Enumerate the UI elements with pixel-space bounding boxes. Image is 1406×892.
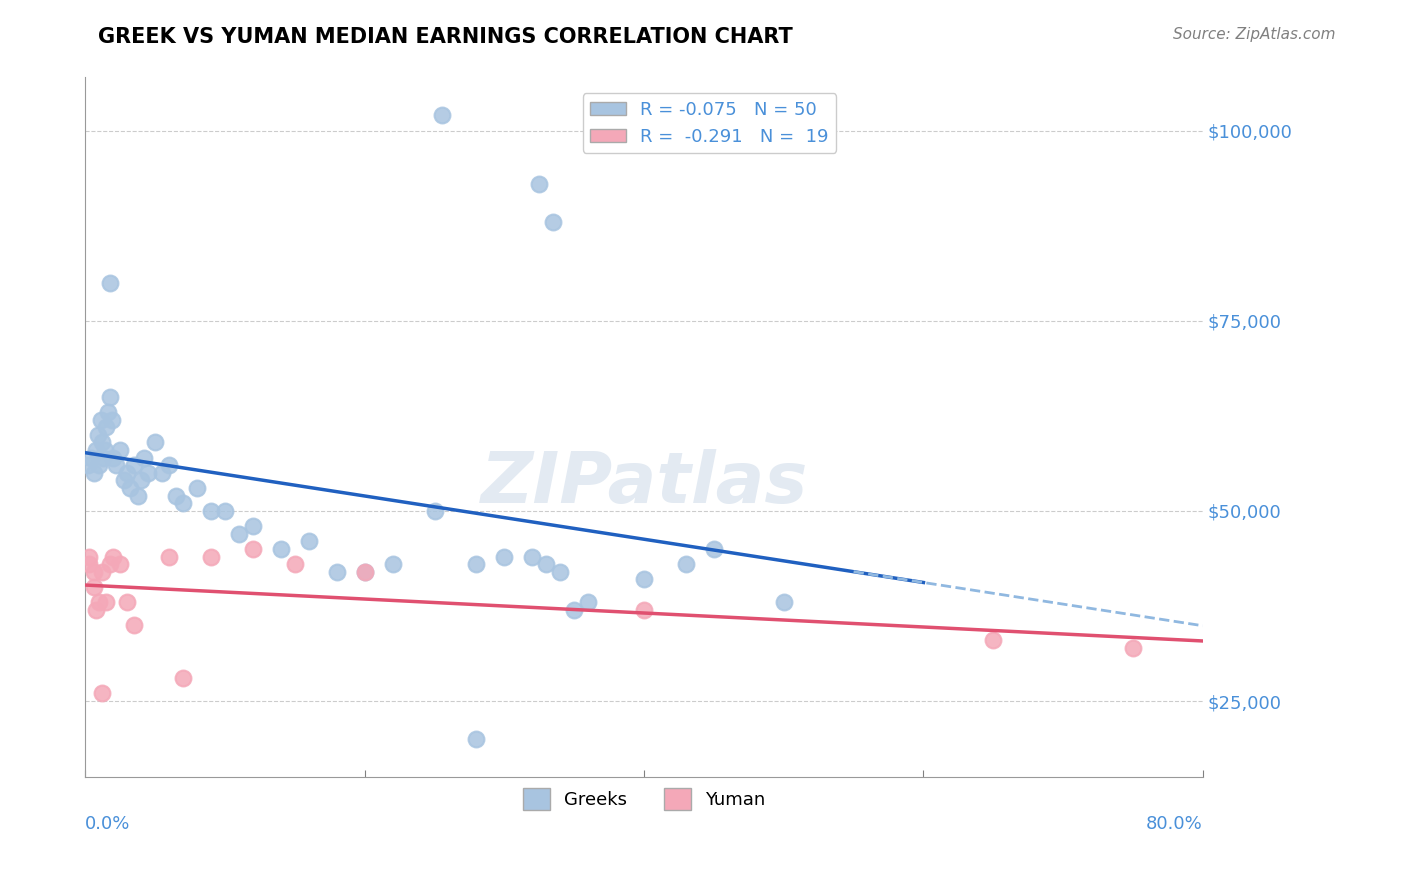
- Point: [89, 458, 111, 473]
- Point: [772, 595, 794, 609]
- Point: [122, 458, 145, 473]
- Point: [270, 541, 292, 556]
- Point: [981, 633, 1004, 648]
- Point: [186, 481, 208, 495]
- Point: [100, 390, 122, 404]
- Point: [200, 549, 222, 564]
- Point: [543, 215, 565, 229]
- Point: [536, 557, 558, 571]
- Point: [87, 428, 110, 442]
- Point: [172, 496, 194, 510]
- Point: [298, 534, 321, 549]
- Point: [86, 443, 108, 458]
- Point: [83, 580, 105, 594]
- Point: [83, 466, 105, 480]
- Point: [242, 519, 264, 533]
- Point: [103, 549, 125, 564]
- Point: [353, 565, 375, 579]
- Point: [430, 108, 453, 122]
- Point: [633, 572, 655, 586]
- Point: [93, 450, 115, 465]
- Point: [97, 405, 120, 419]
- Point: [100, 557, 122, 571]
- Point: [200, 504, 222, 518]
- Point: [89, 595, 111, 609]
- Point: [91, 565, 114, 579]
- Point: [326, 565, 349, 579]
- Point: [110, 443, 132, 458]
- Point: [96, 420, 118, 434]
- Point: [284, 557, 307, 571]
- Legend: Greeks, Yuman: Greeks, Yuman: [516, 780, 772, 817]
- Point: [228, 526, 250, 541]
- Point: [77, 458, 100, 473]
- Point: [101, 412, 124, 426]
- Point: [122, 618, 145, 632]
- Point: [115, 466, 138, 480]
- Point: [576, 595, 599, 609]
- Point: [381, 557, 404, 571]
- Text: 80.0%: 80.0%: [1146, 815, 1204, 833]
- Text: ZIPatlas: ZIPatlas: [481, 449, 808, 517]
- Point: [562, 603, 585, 617]
- Text: GREEK VS YUMAN MEDIAN EARNINGS CORRELATION CHART: GREEK VS YUMAN MEDIAN EARNINGS CORRELATI…: [98, 27, 793, 46]
- Point: [242, 541, 264, 556]
- Point: [91, 686, 114, 700]
- Point: [129, 474, 152, 488]
- Point: [79, 549, 101, 564]
- Point: [1122, 640, 1144, 655]
- Point: [79, 557, 101, 571]
- Point: [465, 732, 488, 747]
- Point: [110, 557, 132, 571]
- Point: [127, 489, 149, 503]
- Point: [112, 474, 135, 488]
- Point: [157, 458, 180, 473]
- Point: [132, 450, 155, 465]
- Point: [157, 549, 180, 564]
- Point: [115, 595, 138, 609]
- Point: [143, 435, 166, 450]
- Point: [118, 481, 141, 495]
- Point: [86, 603, 108, 617]
- Point: [83, 565, 105, 579]
- Point: [353, 565, 375, 579]
- Point: [90, 412, 112, 426]
- Point: [100, 276, 122, 290]
- Point: [703, 541, 725, 556]
- Point: [214, 504, 236, 518]
- Point: [105, 458, 128, 473]
- Point: [465, 557, 488, 571]
- Text: 0.0%: 0.0%: [86, 815, 131, 833]
- Point: [165, 489, 187, 503]
- Point: [91, 435, 114, 450]
- Point: [80, 450, 103, 465]
- Text: Source: ZipAtlas.com: Source: ZipAtlas.com: [1173, 27, 1336, 42]
- Point: [150, 466, 173, 480]
- Point: [675, 557, 697, 571]
- Point: [94, 443, 117, 458]
- Point: [96, 595, 118, 609]
- Point: [548, 565, 571, 579]
- Point: [423, 504, 446, 518]
- Point: [494, 549, 516, 564]
- Point: [103, 450, 125, 465]
- Point: [522, 549, 544, 564]
- Point: [529, 177, 551, 191]
- Point: [136, 466, 159, 480]
- Point: [633, 603, 655, 617]
- Point: [172, 671, 194, 685]
